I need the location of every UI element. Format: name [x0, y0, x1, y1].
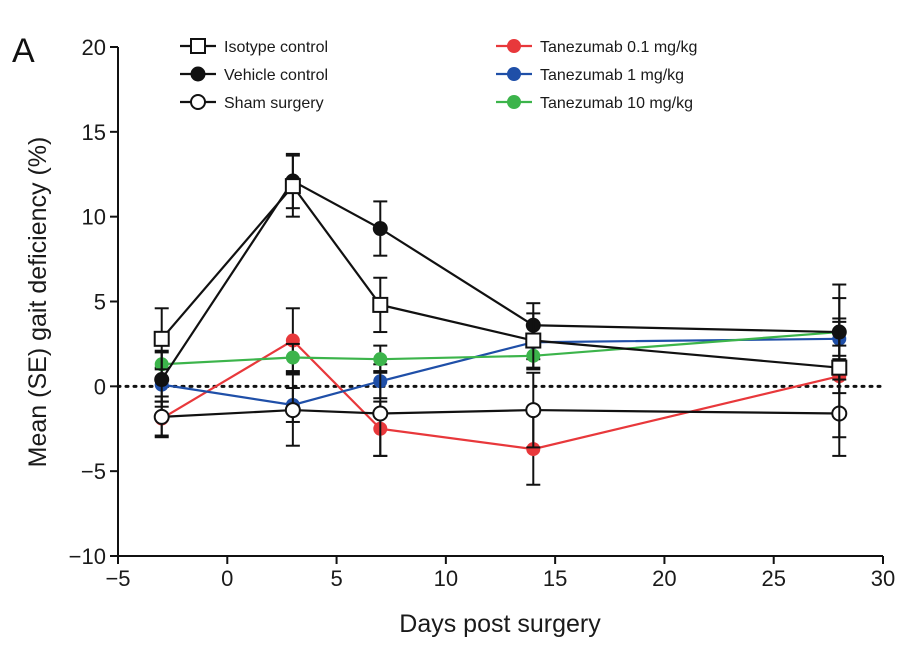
legend-label: Vehicle control: [224, 67, 328, 84]
legend-label: Tanezumab 1 mg/kg: [540, 67, 684, 84]
data-point: [285, 350, 300, 365]
data-point: [525, 332, 542, 349]
series-line: [161, 408, 840, 418]
series-sham-surgery: [153, 370, 848, 457]
y-tick-label: −10: [69, 544, 106, 569]
data-point: [284, 402, 301, 419]
legend-marker: [190, 94, 206, 110]
y-tick-label: 15: [82, 120, 106, 145]
y-tick-label: −5: [81, 459, 106, 484]
legend-entry: Sham surgery: [180, 94, 324, 112]
y-tick-label: 20: [82, 35, 106, 60]
data-point: [526, 442, 541, 457]
legend-entry: Tanezumab 10 mg/kg: [496, 95, 693, 112]
series-tanezumab-10-mg-kg: [154, 317, 847, 379]
data-point: [153, 330, 170, 347]
series-tanezumab-0-1-mg-kg: [154, 307, 847, 486]
legend-entry: Isotype control: [180, 38, 328, 56]
series-tanezumab-1-mg-kg: [154, 320, 847, 423]
legend-label: Tanezumab 10 mg/kg: [540, 95, 693, 112]
series-isotype-control: [153, 154, 848, 439]
y-tick-label: 5: [94, 290, 106, 315]
data-point: [153, 408, 170, 425]
series-line: [161, 337, 840, 407]
legend-entry: Vehicle control: [180, 66, 328, 84]
y-tick-label: 10: [82, 205, 106, 230]
panel-label: A: [12, 32, 35, 70]
x-tick-label: 30: [871, 566, 895, 591]
series-vehicle-control: [154, 152, 847, 408]
x-tick-label: 5: [330, 566, 342, 591]
x-tick-label: 10: [434, 566, 458, 591]
legend-marker: [507, 67, 521, 81]
y-tick-label: 0: [94, 374, 106, 399]
x-tick-label: 20: [652, 566, 676, 591]
x-tick-label: 25: [761, 566, 785, 591]
data-point: [372, 221, 388, 237]
legend-entry: Tanezumab 1 mg/kg: [496, 67, 684, 84]
legend-marker: [507, 39, 521, 53]
x-tick-label: 0: [221, 566, 233, 591]
data-point: [284, 178, 301, 195]
legend-label: Isotype control: [224, 39, 328, 56]
legend-entry: Tanezumab 0.1 mg/kg: [496, 39, 697, 56]
legend-marker: [507, 95, 521, 109]
x-tick-label: −5: [105, 566, 130, 591]
x-axis-title: Days post surgery: [399, 610, 601, 638]
data-point: [154, 372, 170, 388]
y-axis-title: Mean (SE) gait deficiency (%): [24, 137, 52, 468]
data-point: [372, 405, 389, 422]
legend-marker: [190, 66, 206, 82]
legend-label: Sham surgery: [224, 95, 324, 112]
data-point: [525, 402, 542, 419]
data-point: [831, 359, 848, 376]
legend-label: Tanezumab 0.1 mg/kg: [540, 39, 697, 56]
legend-marker: [190, 38, 206, 54]
x-tick-label: 15: [543, 566, 567, 591]
legend: Isotype control Vehicle control Sham surge…: [180, 38, 697, 112]
data-point: [373, 352, 388, 367]
data-point: [372, 296, 389, 313]
series-layer: [153, 152, 848, 486]
